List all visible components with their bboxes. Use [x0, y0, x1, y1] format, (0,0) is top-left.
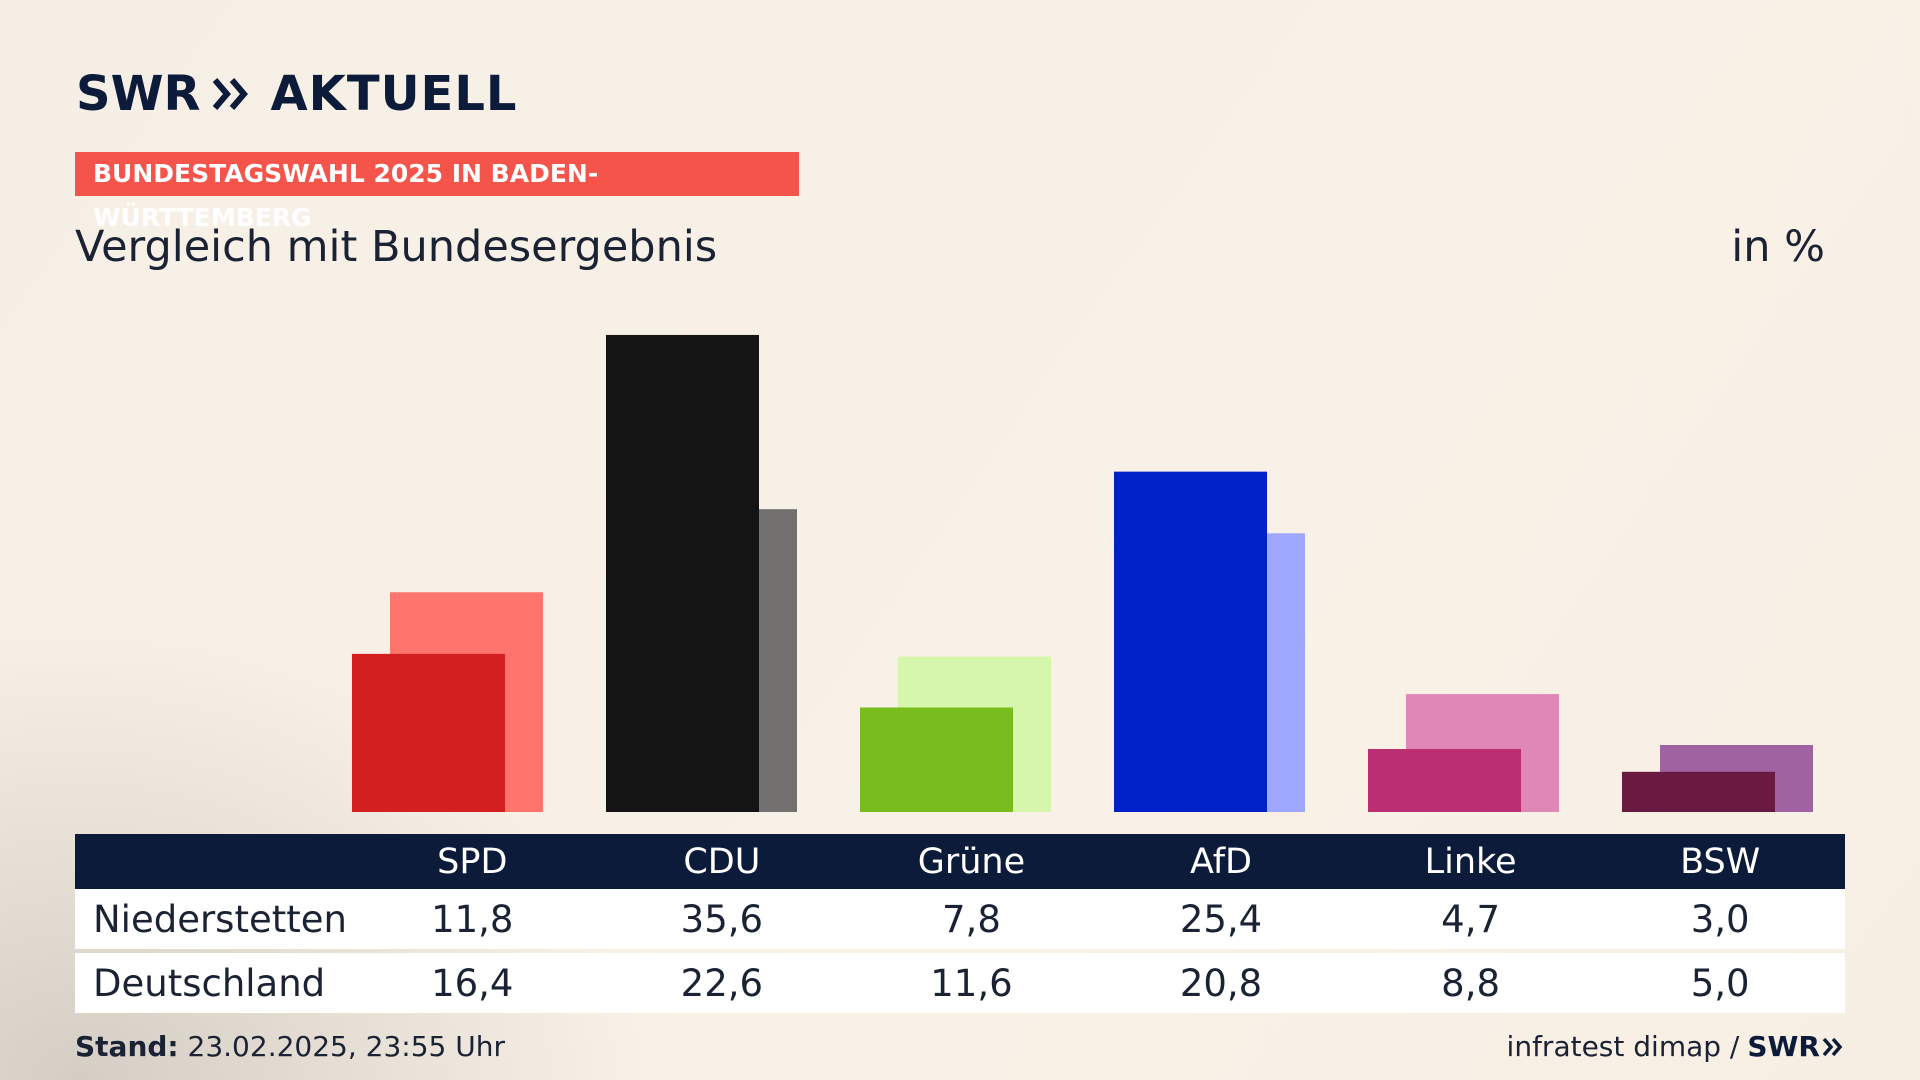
unit-label: in % — [1731, 222, 1825, 272]
table-cell: 22,6 — [680, 961, 764, 1005]
source-credit: infratest dimap / SWR — [1507, 1030, 1844, 1063]
bar-niederstetten-spd — [352, 653, 505, 812]
table-cell: 5,0 — [1690, 961, 1750, 1005]
table-cell: 25,4 — [1179, 897, 1263, 941]
table-cell: 16,4 — [431, 961, 514, 1005]
swr-aktuell-logo: SWR AKTUELL — [76, 66, 518, 122]
bar-niederstetten-linke — [1368, 749, 1521, 812]
results-table: SPD CDU Grüne AfD Linke BSW Niederstette… — [75, 834, 1845, 1013]
header-bsw: BSW — [1680, 841, 1761, 882]
table-cell: 35,6 — [680, 897, 764, 941]
swr-small-logo: SWR — [1747, 1030, 1844, 1063]
header-spd: SPD — [437, 841, 508, 882]
bar-niederstetten-gruene — [860, 707, 1013, 812]
swr-small-text: SWR — [1747, 1030, 1820, 1063]
row-label: Niederstetten — [93, 897, 347, 941]
double-chevron-icon — [213, 78, 249, 110]
header-gruene: Grüne — [917, 841, 1026, 882]
stand-label: Stand: — [75, 1030, 179, 1063]
logo-aktuell-text: AKTUELL — [270, 66, 518, 122]
row-label: Deutschland — [93, 961, 326, 1005]
bar-niederstetten-bsw — [1622, 771, 1775, 812]
table-cell: 3,0 — [1690, 897, 1750, 941]
table-cell: 11,6 — [930, 961, 1013, 1005]
table-cell: 8,8 — [1441, 961, 1501, 1005]
source-text: infratest dimap / — [1506, 1030, 1740, 1063]
bar-niederstetten-afd — [1114, 471, 1267, 812]
table-header: SPD CDU Grüne AfD Linke BSW — [75, 834, 1845, 889]
table-row-deutschland: Deutschland 16,4 22,6 11,6 20,8 8,8 5,0 — [75, 953, 1845, 1013]
logo-swr-text: SWR — [76, 66, 201, 122]
table-row-niederstetten: Niederstetten 11,8 35,6 7,8 25,4 4,7 3,0 — [75, 889, 1845, 949]
chart-subtitle: Vergleich mit Bundesergebnis — [75, 222, 718, 272]
bar-niederstetten-cdu — [606, 334, 759, 812]
election-banner: BUNDESTAGSWAHL 2025 IN BADEN-WÜRTTEMBERG — [75, 152, 799, 232]
stand-value: 23.02.2025, 23:55 Uhr — [187, 1030, 505, 1063]
timestamp: Stand: 23.02.2025, 23:55 Uhr — [75, 1030, 505, 1063]
header-afd: AfD — [1190, 841, 1252, 882]
header-cdu: CDU — [683, 841, 761, 882]
table-cell: 11,8 — [431, 897, 514, 941]
table-cell: 20,8 — [1179, 961, 1263, 1005]
table-cell: 4,7 — [1441, 897, 1501, 941]
double-chevron-small-icon — [1822, 1037, 1843, 1056]
header-linke: Linke — [1424, 841, 1517, 882]
table-cell: 7,8 — [942, 897, 1001, 941]
